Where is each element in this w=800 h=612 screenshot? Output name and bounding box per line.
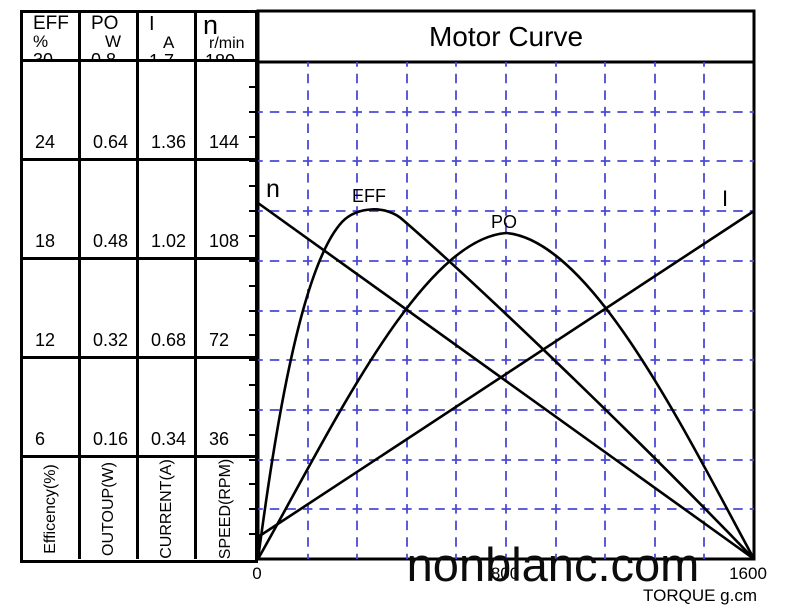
scale-value-eff: 18 — [23, 161, 81, 260]
scale-value-speed: 36 — [197, 359, 255, 458]
scale-value-po: 0.32 — [81, 260, 139, 359]
scale-value-po: 0.48 — [81, 161, 139, 260]
current-symbol: I — [149, 13, 155, 35]
scale-value-eff: 6 — [23, 359, 81, 458]
efficiency-curve — [256, 208, 755, 560]
chart-title: Motor Curve — [429, 21, 583, 52]
scale-header-current: I A 1.7 — [139, 13, 197, 62]
scale-value-speed: 108 — [197, 161, 255, 260]
scale-value-current: 1.36 — [139, 62, 197, 161]
x-tick-0: 0 — [252, 564, 261, 583]
current-curve — [257, 209, 755, 539]
efficiency-curve-label: EFF — [352, 186, 386, 206]
watermark-text: nonblanc.com — [407, 538, 700, 591]
eff-max-value: 30 — [33, 49, 54, 62]
x-tick-1600: 1600 — [729, 564, 767, 583]
scale-value-po: 0.16 — [81, 359, 139, 458]
speed-curve — [257, 201, 755, 561]
scale-value-eff: 12 — [23, 260, 81, 359]
axis-name-current: CURRENT(A) — [139, 458, 197, 559]
scale-value-speed: 144 — [197, 62, 255, 161]
axis-name-output: OUTOUP(W) — [81, 458, 139, 559]
current-max-value: 1.7 — [149, 50, 175, 62]
scale-value-current: 1.02 — [139, 161, 197, 260]
eff-symbol: EFF — [33, 13, 69, 34]
scale-value-eff: 24 — [23, 62, 81, 161]
x-axis-title: TORQUE g.cm — [643, 586, 757, 605]
speed-curve-label: n — [266, 175, 280, 203]
scale-header-po: PO W 0.8 — [81, 13, 139, 62]
scale-value-current: 0.68 — [139, 260, 197, 359]
speed-symbol: n — [203, 13, 219, 40]
po-max-value: 0.8 — [91, 49, 117, 62]
scale-header-speed: n r/min 180 — [197, 13, 255, 62]
scale-value-speed: 72 — [197, 260, 255, 359]
speed-max-value: 180 — [205, 51, 236, 62]
current-curve-label: I — [722, 186, 728, 211]
power-curve — [256, 231, 756, 560]
scale-header-eff: EFF % 30 — [23, 13, 81, 62]
x-tick-800: 800 — [491, 564, 519, 583]
axis-scale-table: EFF % 30 PO W 0.8 I A 1.7 n r/min 180 24… — [20, 10, 258, 563]
eff-unit: % — [33, 32, 49, 52]
po-unit: W — [105, 32, 122, 52]
speed-unit: r/min — [209, 35, 245, 53]
axis-name-efficiency: Efficency(%) — [23, 458, 81, 559]
scale-value-current: 0.34 — [139, 359, 197, 458]
y-axis-ticks — [249, 86, 258, 535]
po-symbol: PO — [91, 13, 119, 34]
scale-value-po: 0.64 — [81, 62, 139, 161]
current-unit: A — [163, 33, 175, 53]
grid — [258, 62, 754, 559]
power-curve-label: PO — [491, 212, 517, 232]
